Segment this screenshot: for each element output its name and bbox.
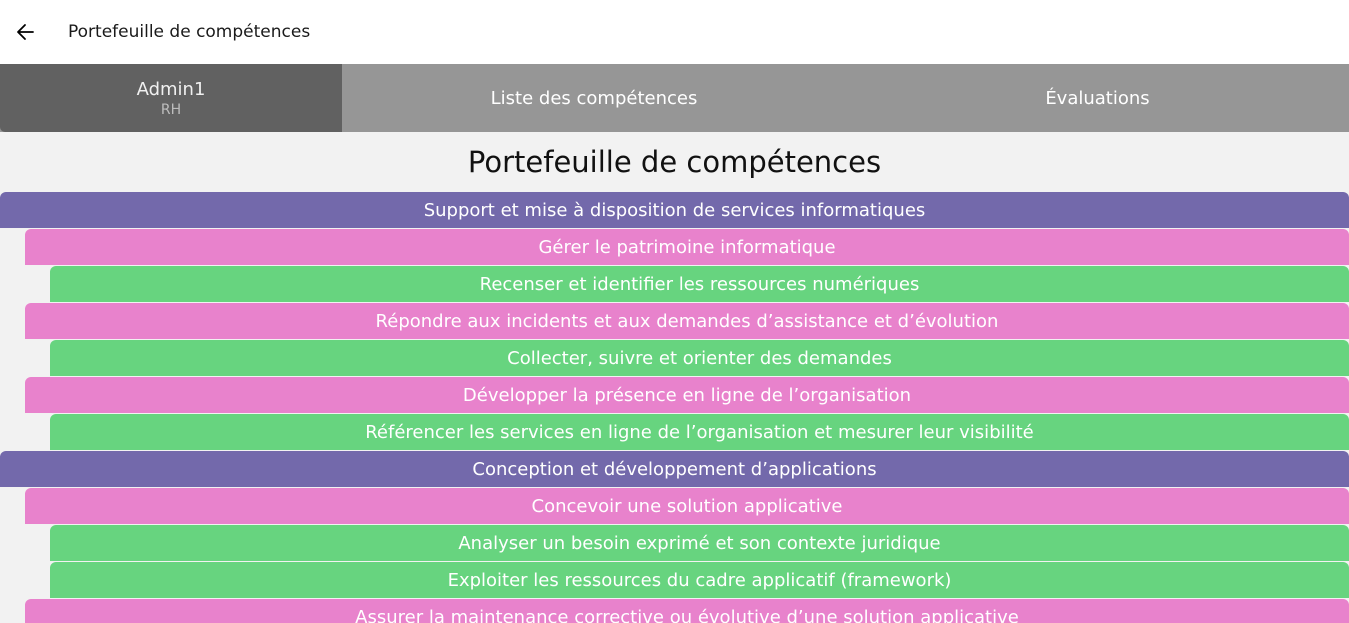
skill-block-row[interactable]: Support et mise à disposition de service… xyxy=(0,192,1349,228)
row-label: Collecter, suivre et orienter des demand… xyxy=(507,347,892,369)
skill-block-row[interactable]: Conception et développement d’applicatio… xyxy=(0,451,1349,487)
skill-row[interactable]: Recenser et identifier les ressources nu… xyxy=(50,266,1349,302)
row-label: Recenser et identifier les ressources nu… xyxy=(479,273,920,295)
tab-bar: Admin1 RH Liste des compétences Évaluati… xyxy=(0,64,1349,132)
skill-row[interactable]: Référencer les services en ligne de l’or… xyxy=(50,414,1349,450)
row-label: Assurer la maintenance corrective ou évo… xyxy=(355,606,1019,623)
user-role: RH xyxy=(160,101,182,118)
tab-evaluations[interactable]: Évaluations xyxy=(846,64,1349,132)
tab-user-account[interactable]: Admin1 RH xyxy=(0,64,342,132)
row-label: Conception et développement d’applicatio… xyxy=(472,458,877,480)
back-button[interactable] xyxy=(0,0,52,64)
activity-row[interactable]: Répondre aux incidents et aux demandes d… xyxy=(25,303,1349,339)
row-label: Répondre aux incidents et aux demandes d… xyxy=(375,310,999,332)
title-bar: Portefeuille de compétences xyxy=(0,0,1349,64)
row-label: Gérer le patrimoine informatique xyxy=(538,236,836,258)
skill-row[interactable]: Exploiter les ressources du cadre applic… xyxy=(50,562,1349,598)
page-title: Portefeuille de compétences xyxy=(467,145,882,179)
skill-row[interactable]: Collecter, suivre et orienter des demand… xyxy=(50,340,1349,376)
tab-evaluations-label: Évaluations xyxy=(1045,87,1150,109)
activity-row[interactable]: Assurer la maintenance corrective ou évo… xyxy=(25,599,1349,623)
row-label: Concevoir une solution applicative xyxy=(531,495,843,517)
row-label: Développer la présence en ligne de l’org… xyxy=(462,384,912,406)
tab-skills-list[interactable]: Liste des compétences xyxy=(342,64,846,132)
row-label: Exploiter les ressources du cadre applic… xyxy=(447,569,952,591)
activity-row[interactable]: Développer la présence en ligne de l’org… xyxy=(25,377,1349,413)
user-name: Admin1 xyxy=(136,78,206,100)
tab-skills-list-label: Liste des compétences xyxy=(490,87,698,109)
activity-row[interactable]: Gérer le patrimoine informatique xyxy=(25,229,1349,265)
row-label: Support et mise à disposition de service… xyxy=(423,199,926,221)
skills-tree: Support et mise à disposition de service… xyxy=(0,192,1349,623)
back-arrow-icon xyxy=(16,22,36,42)
activity-row[interactable]: Concevoir une solution applicative xyxy=(25,488,1349,524)
window-title: Portefeuille de compétences xyxy=(68,22,311,42)
row-label: Référencer les services en ligne de l’or… xyxy=(365,421,1034,443)
skill-row[interactable]: Analyser un besoin exprimé et son contex… xyxy=(50,525,1349,561)
row-label: Analyser un besoin exprimé et son contex… xyxy=(458,532,941,554)
